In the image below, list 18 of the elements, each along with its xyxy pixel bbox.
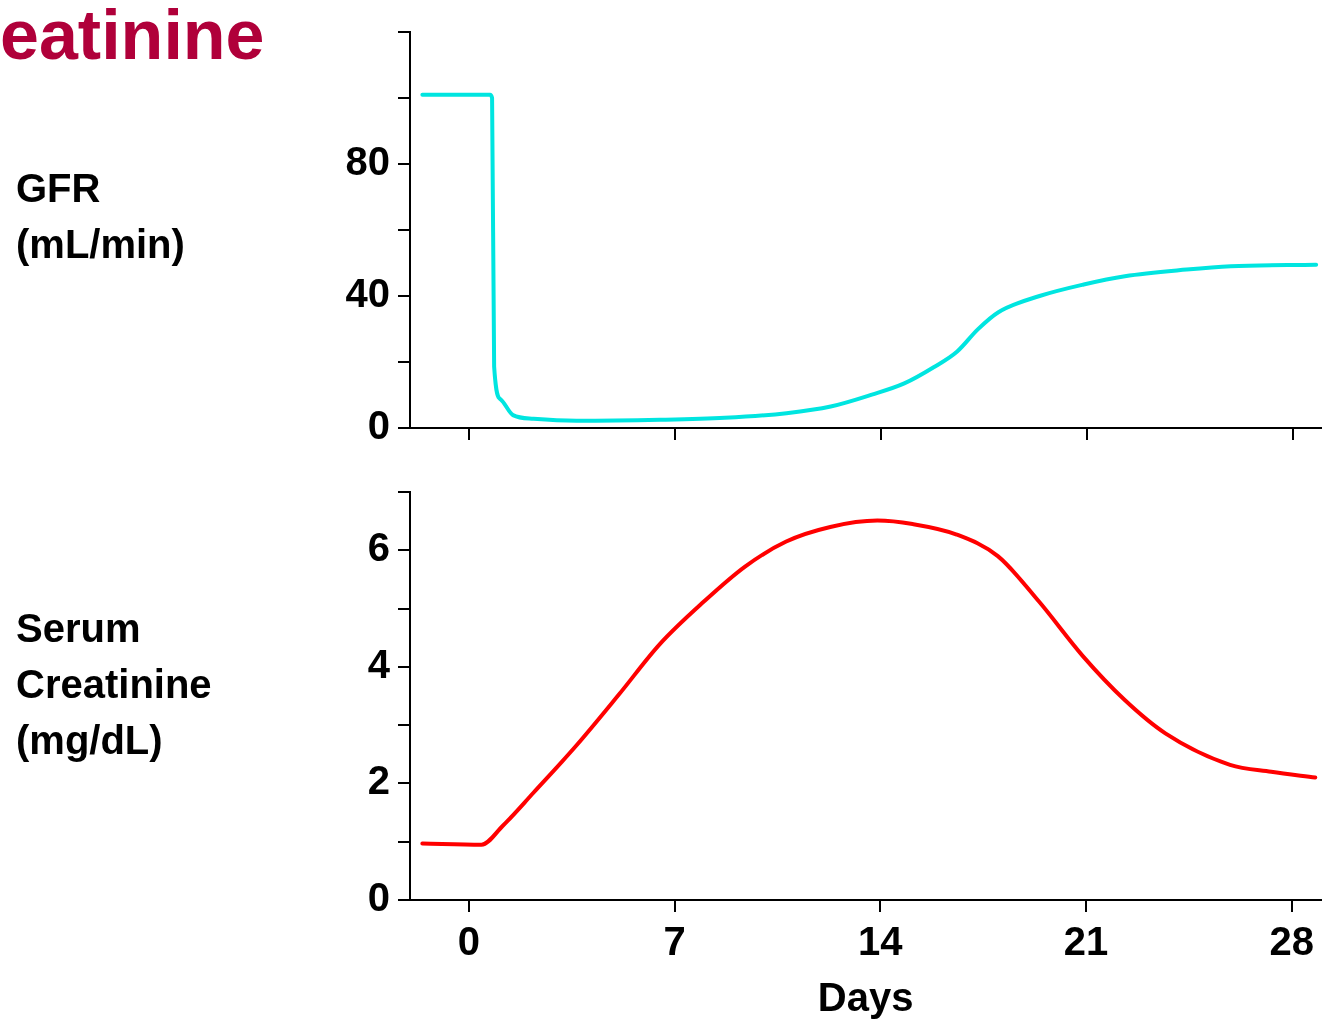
chart-title: eatinine: [0, 0, 265, 74]
y-tick-label: 4: [367, 641, 391, 686]
y-axis-title: Serum Creatinine (mg/dL): [16, 605, 212, 764]
y-tick-label: 40: [345, 271, 390, 316]
y-tick-label: 0: [367, 875, 390, 920]
y-tick-label: 0: [367, 403, 390, 448]
x-tick-label: 0: [457, 919, 480, 964]
x-tick-label: 7: [663, 919, 686, 964]
x-tick-label: 21: [1063, 919, 1109, 964]
y-axis-title: GFR (mL/min): [16, 165, 185, 268]
y-tick-label: 6: [367, 525, 390, 570]
x-tick-label: 28: [1269, 919, 1314, 964]
x-tick-label: 14: [858, 919, 904, 964]
x-axis-title: Days: [817, 975, 914, 1020]
y-tick-label: 80: [345, 139, 390, 184]
line-series: [420, 92, 1319, 423]
y-tick-label: 2: [367, 758, 390, 803]
line-series: [420, 518, 1318, 847]
